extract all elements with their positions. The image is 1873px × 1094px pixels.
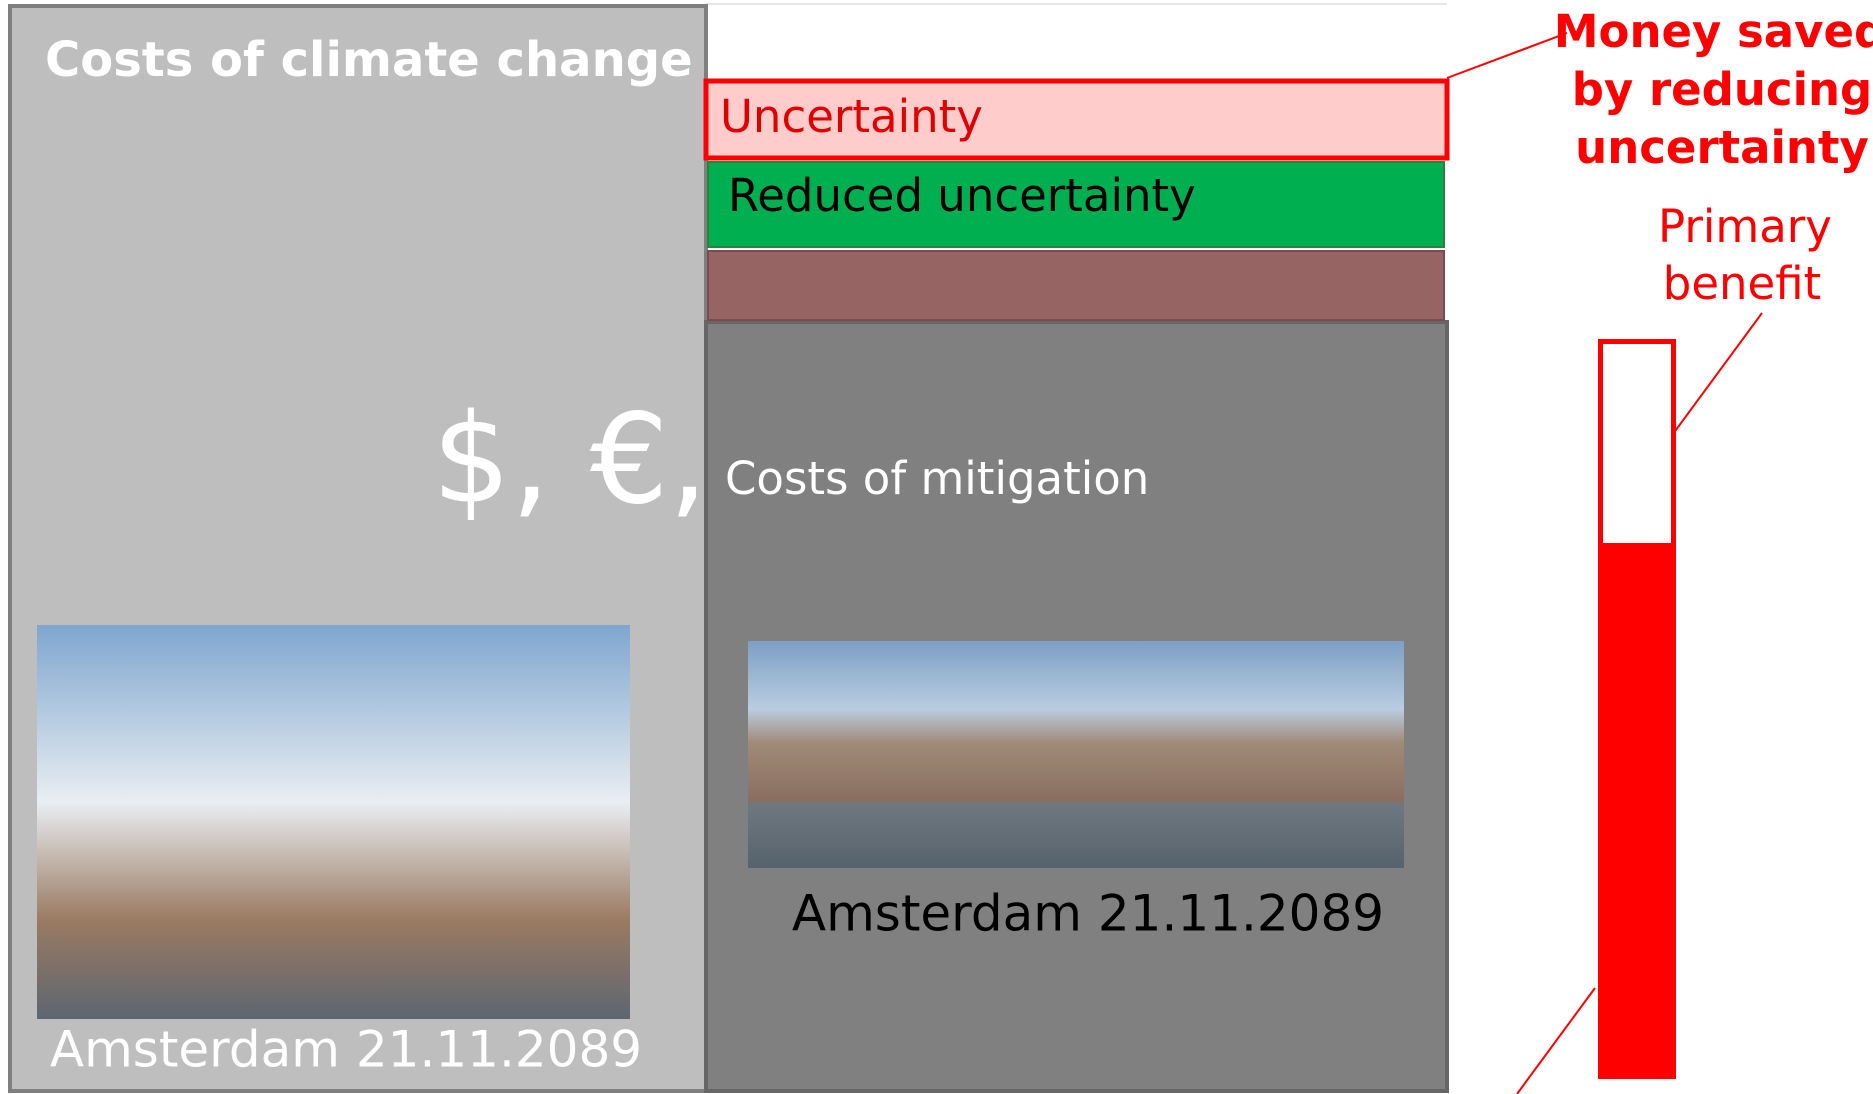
reduced-box (707, 161, 1445, 248)
photo-caption: Amsterdam 21.11.2089 (792, 885, 1384, 943)
uncertainty-label: Uncertainty (720, 90, 983, 143)
panel-title: Costs of mitigation (725, 452, 1149, 505)
primary-benefit-line: Primary (1658, 200, 1832, 253)
brown-box (707, 250, 1445, 321)
currency-text: $, €, (432, 388, 708, 532)
primary-benefit-line: benefit (1663, 257, 1821, 310)
leader-line (1516, 987, 1596, 1094)
money-saved-line: Money saved (1554, 5, 1873, 58)
benefit-gap (1603, 344, 1671, 543)
photo-city (748, 641, 1404, 868)
photo-flood (37, 625, 630, 1019)
leader-line (1446, 32, 1568, 79)
money-saved-line: uncertainty (1575, 121, 1869, 174)
reduced-label: Reduced uncertainty (728, 169, 1196, 222)
photo-caption: Amsterdam 21.11.2089 (50, 1021, 642, 1079)
uncertainty-box (703, 78, 1450, 161)
panel-title: Costs of climate change (45, 32, 693, 88)
money-saved-line: by reducing (1572, 63, 1873, 116)
